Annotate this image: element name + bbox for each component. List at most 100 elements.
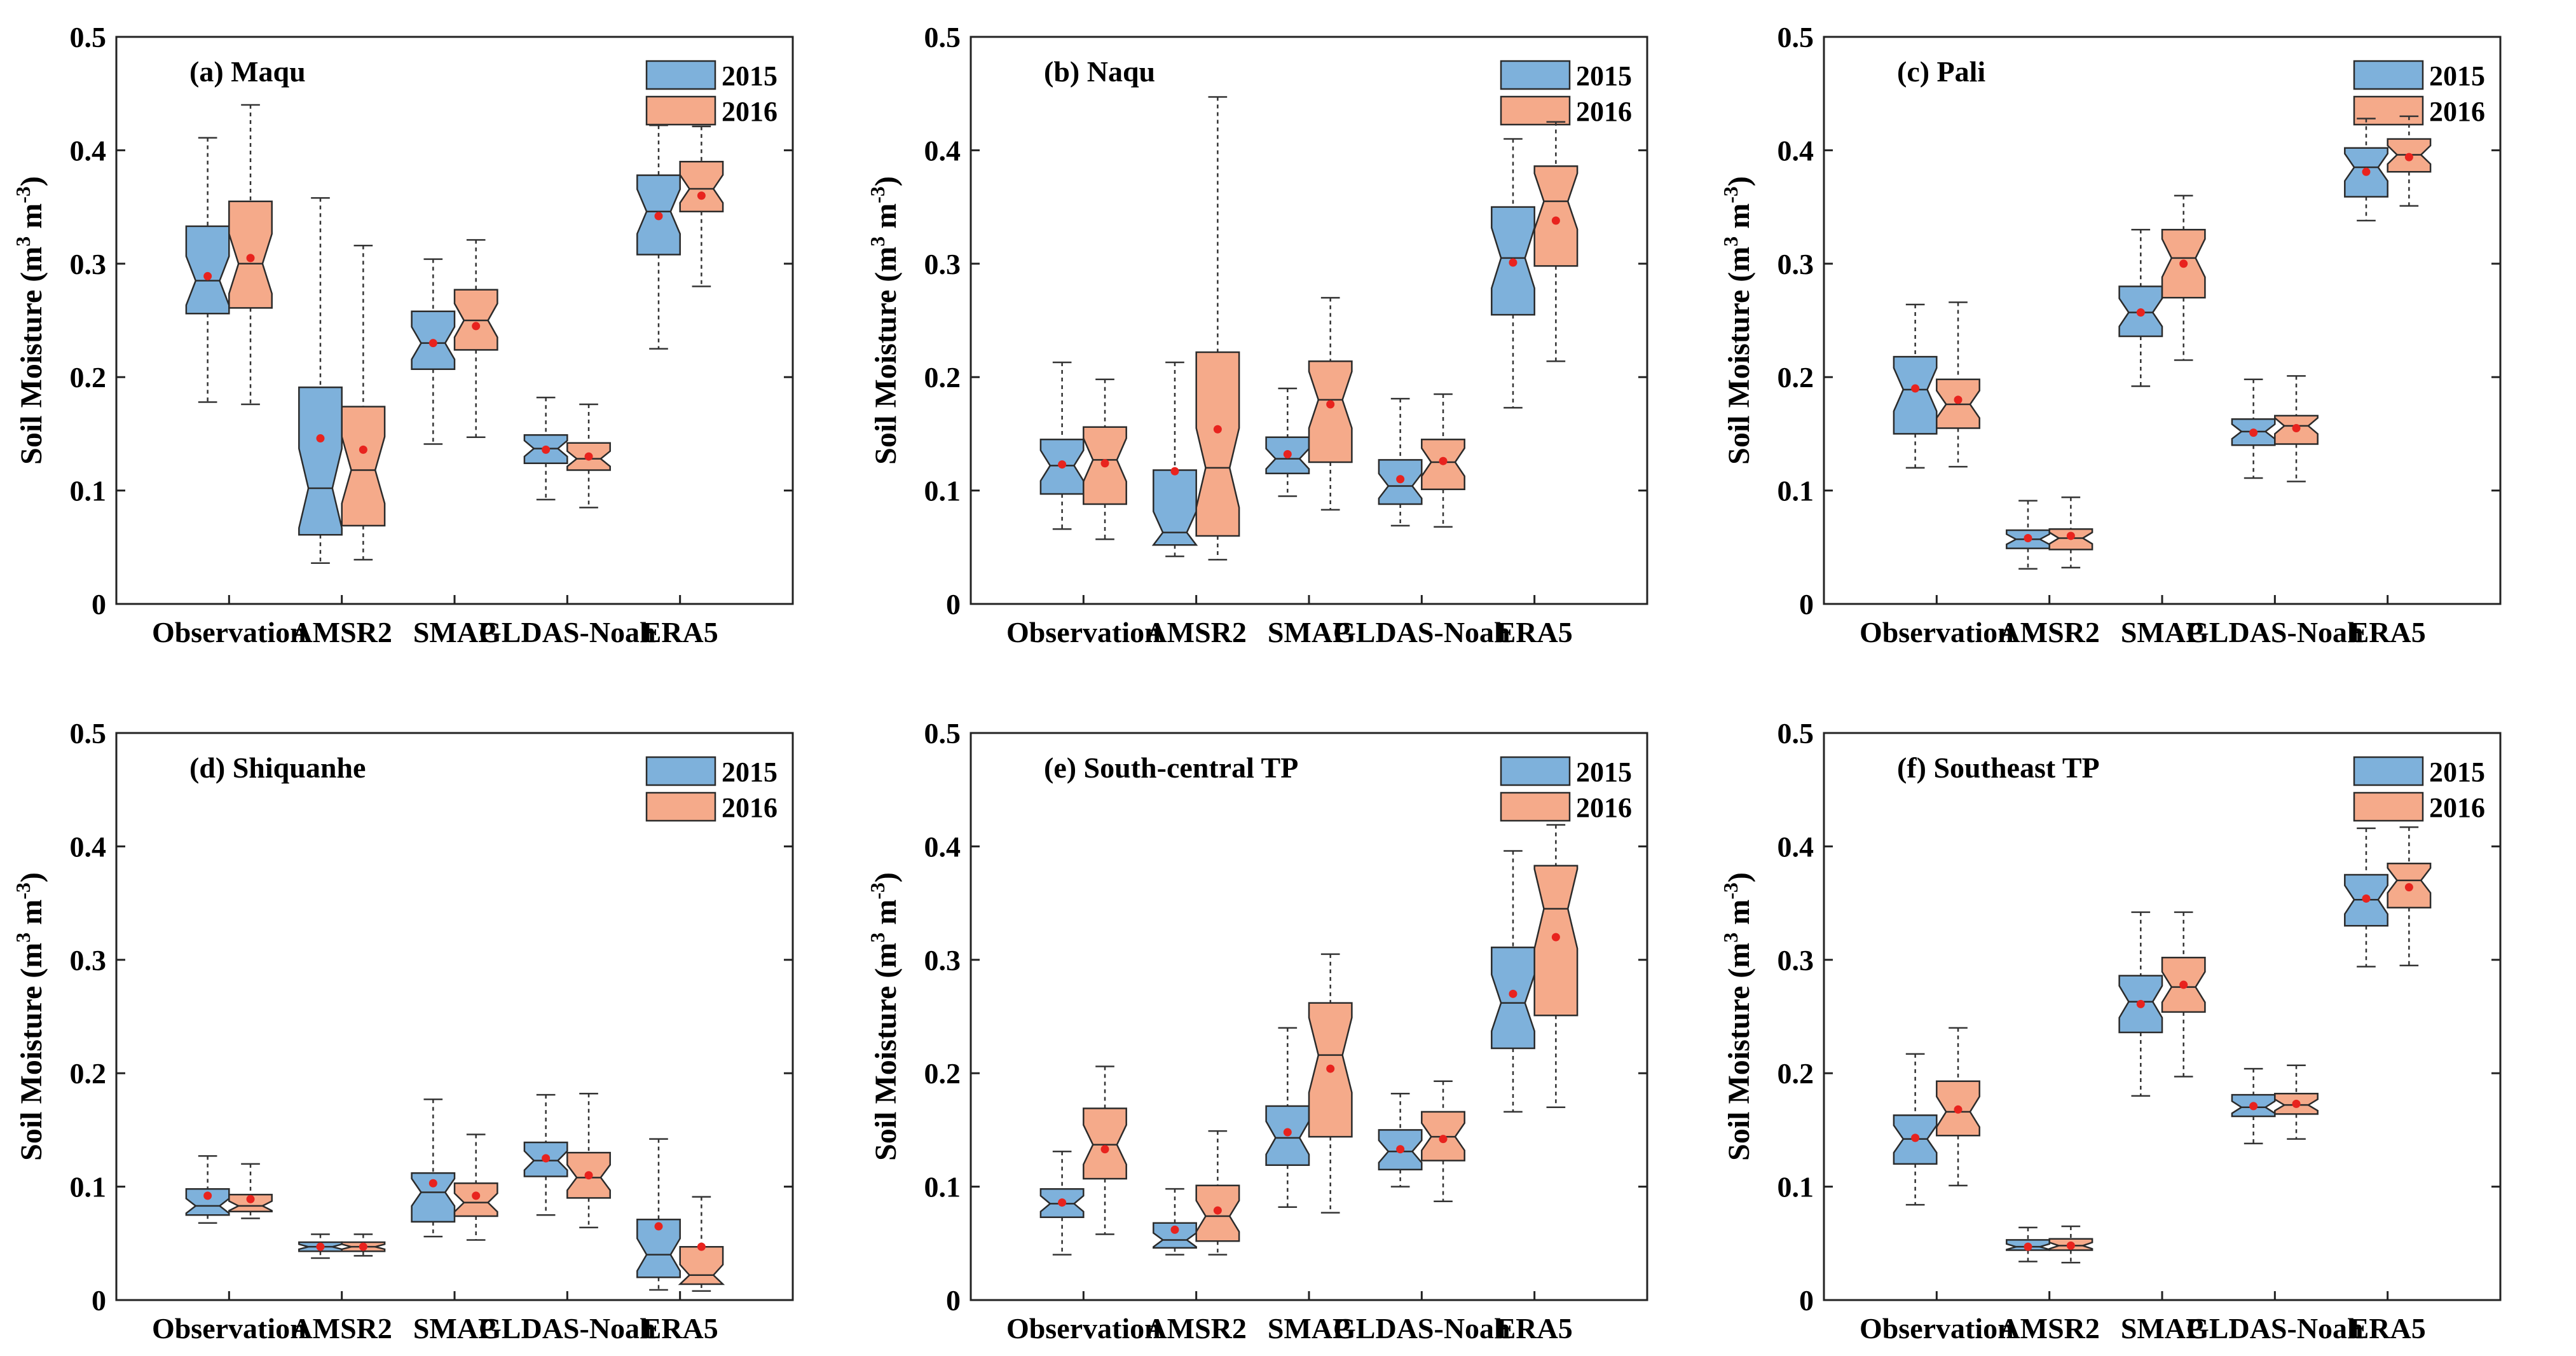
box-2015-smap [411, 1172, 456, 1223]
legend-label-2016: 2016 [1576, 792, 1632, 823]
mean-marker [2066, 1241, 2075, 1250]
y-tick-label: 0.4 [924, 134, 961, 167]
x-tick-label-smap: SMAP [1268, 616, 1350, 648]
y-tick-label: 0.1 [924, 1171, 961, 1203]
mean-marker [2024, 1242, 2032, 1251]
x-tick-label-smap: SMAP [1268, 1312, 1350, 1345]
mean-marker [2292, 1099, 2301, 1108]
mean-marker [1100, 459, 1109, 468]
panel-title: (f) Southeast TP [1897, 751, 2100, 784]
legend-swatch-2016 [2353, 791, 2424, 822]
x-tick-label-observation: Observation [1860, 1312, 2014, 1345]
x-tick-label-gldas-noah: GLDAS-Noah [479, 1312, 656, 1345]
legend-label-2016: 2016 [722, 96, 778, 127]
y-axis-label: Soil Moisture (m3 m-3) [1719, 176, 1756, 465]
y-tick-label: 0 [92, 588, 106, 620]
mean-marker [2249, 1102, 2258, 1111]
legend-swatch-2015 [645, 756, 716, 786]
x-tick-label-smap: SMAP [413, 616, 496, 648]
y-tick-label: 0.3 [1778, 248, 1814, 280]
x-tick-label-era5: ERA5 [2350, 1312, 2426, 1345]
mean-marker [359, 445, 367, 454]
x-tick-label-gldas-noah: GLDAS-Noah [479, 616, 656, 648]
mean-marker [1439, 1135, 1448, 1144]
box-2015-observation [1893, 355, 1938, 435]
panel-e-south-central-tp: 0 0.1 0.2 0.3 0.4 0.5 Soil Moisture (m3 m-3) Ob… [866, 717, 1648, 1345]
mean-marker [1551, 216, 1560, 225]
x-tick-label-amsr2: AMSR2 [1146, 1312, 1246, 1345]
legend-label-2015: 2015 [2429, 60, 2485, 92]
panel-a-maqu: 0 0.1 0.2 0.3 0.4 0.5 Soil Moisture (m3 m-3) Ob… [11, 21, 794, 648]
mean-marker [2024, 534, 2032, 543]
mean-marker [1058, 1198, 1067, 1207]
panel-title: (c) Pali [1897, 55, 1985, 88]
y-tick-label: 0.2 [70, 361, 107, 394]
mean-marker [2066, 531, 2075, 540]
box-2015-era5 [636, 1219, 681, 1278]
y-tick-label: 0.2 [1778, 1057, 1814, 1090]
panel-title: (a) Maqu [189, 55, 306, 88]
mean-marker [1170, 467, 1179, 476]
box-2016-amsr2 [341, 406, 386, 527]
legend-swatch-2016 [1500, 95, 1571, 126]
mean-marker [697, 1242, 706, 1251]
box-2015-amsr2 [1153, 1222, 1197, 1249]
y-tick-label: 0.5 [924, 717, 961, 750]
box-2015-amsr2 [298, 387, 343, 536]
x-tick-label-observation: Observation [1860, 616, 2014, 648]
mean-marker [2249, 428, 2258, 437]
x-tick-label-smap: SMAP [413, 1312, 496, 1345]
box-2016-era5 [678, 1245, 725, 1285]
mean-marker [542, 1154, 551, 1163]
mean-marker [2292, 423, 2301, 432]
legend-swatch-2015 [1500, 756, 1571, 786]
mean-marker [1058, 460, 1067, 469]
mean-marker [316, 434, 325, 443]
mean-marker [2362, 167, 2371, 176]
y-tick-label: 0.3 [924, 248, 961, 280]
mean-marker [2136, 308, 2145, 317]
mean-marker [1396, 1145, 1405, 1154]
y-tick-label: 0.4 [1778, 830, 1814, 863]
y-axis-label: Soil Moisture (m3 m-3) [11, 176, 48, 465]
box-2016-era5 [679, 160, 724, 212]
x-tick-label-amsr2: AMSR2 [1999, 616, 2099, 648]
x-tick-label-observation: Observation [1006, 616, 1161, 648]
mean-marker [2136, 999, 2145, 1008]
mean-marker [1213, 425, 1222, 434]
y-tick-label: 0.2 [1778, 361, 1814, 394]
y-tick-label: 0.3 [70, 248, 107, 280]
legend-swatch-2015 [2353, 756, 2424, 786]
y-tick-label: 0.1 [1778, 475, 1814, 507]
mean-marker [428, 339, 437, 348]
mean-marker [1911, 1133, 1920, 1142]
x-tick-label-gldas-noah: GLDAS-Noah [2186, 616, 2364, 648]
x-tick-label-amsr2: AMSR2 [291, 616, 392, 648]
y-tick-label: 0.4 [70, 134, 107, 167]
y-tick-label: 0.5 [70, 717, 107, 750]
y-tick-label: 0.2 [70, 1057, 107, 1090]
x-tick-label-era5: ERA5 [642, 1312, 718, 1345]
x-tick-label-era5: ERA5 [1497, 616, 1573, 648]
mean-marker [1509, 258, 1518, 267]
box-2016-smap [1308, 360, 1353, 463]
mean-marker [359, 1242, 367, 1251]
y-tick-label: 0.5 [1778, 717, 1814, 750]
y-axis-label: Soil Moisture (m3 m-3) [866, 176, 903, 465]
y-tick-label: 0.4 [70, 830, 107, 863]
mean-marker [1911, 384, 1920, 393]
x-tick-label-amsr2: AMSR2 [1999, 1312, 2099, 1345]
mean-marker [2404, 883, 2413, 892]
y-tick-label: 0.1 [924, 475, 961, 507]
mean-marker [2179, 259, 2188, 268]
mean-marker [1326, 400, 1335, 409]
x-tick-label-amsr2: AMSR2 [1146, 616, 1246, 648]
x-tick-label-era5: ERA5 [1497, 1312, 1573, 1345]
panel-b-naqu: 0 0.1 0.2 0.3 0.4 0.5 Soil Moisture (m3 m-3) Ob… [866, 21, 1648, 648]
y-tick-label: 0.1 [1778, 1171, 1814, 1203]
mean-marker [1100, 1145, 1109, 1154]
mean-marker [428, 1179, 437, 1188]
y-tick-label: 0.3 [924, 944, 961, 976]
x-tick-label-observation: Observation [1006, 1312, 1161, 1345]
mean-marker [2404, 153, 2413, 161]
